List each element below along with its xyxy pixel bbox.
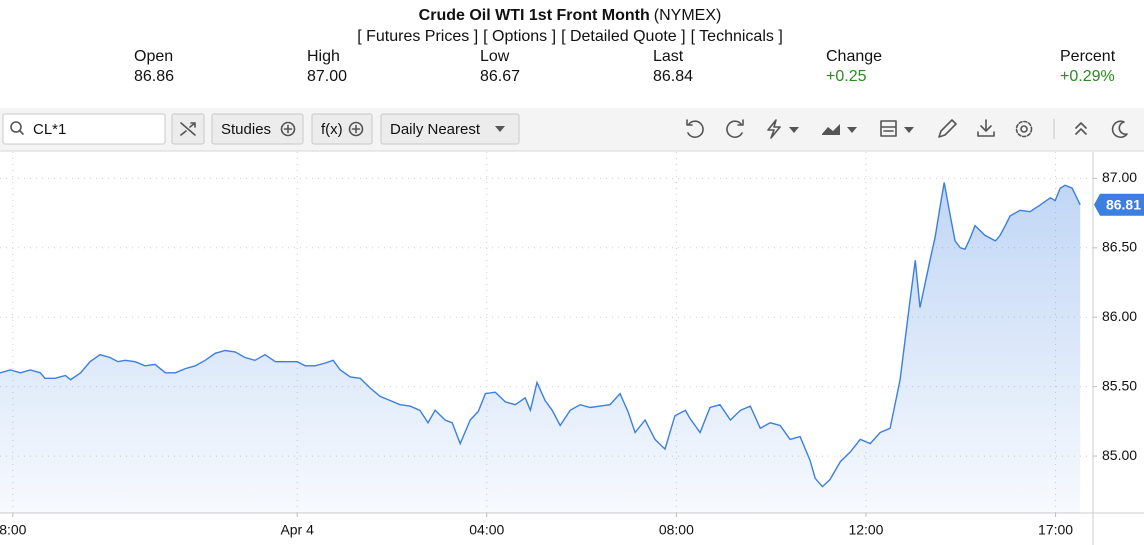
link-row: [ Futures Prices ] [ Options ] [ Detailed … xyxy=(357,28,783,45)
draw-button[interactable] xyxy=(938,119,957,138)
search-icon xyxy=(10,121,22,133)
y-tick-label: 85.50 xyxy=(1102,377,1137,393)
nav-link[interactable]: [ Futures Prices ] xyxy=(357,28,478,45)
period-text: Daily Nearest xyxy=(390,121,481,138)
shuffle-icon xyxy=(180,122,196,136)
nav-link[interactable]: [ Options ] xyxy=(483,28,556,45)
events-button[interactable] xyxy=(767,119,781,139)
quote-label: High xyxy=(307,48,340,65)
y-tick-label: 87.00 xyxy=(1102,169,1137,185)
exchange: (NYMEX) xyxy=(654,7,722,24)
undo-button[interactable] xyxy=(686,119,704,139)
quote-value: 86.67 xyxy=(480,68,520,85)
plus-icon-cross xyxy=(351,124,361,134)
quote-value: 87.00 xyxy=(307,68,347,85)
function-text: f(x) xyxy=(321,121,343,138)
download-button[interactable] xyxy=(977,119,995,137)
settings-gear xyxy=(1015,120,1033,138)
quote-value: 86.84 xyxy=(653,68,693,85)
settings-button[interactable] xyxy=(1020,125,1028,133)
quote-value: 86.86 xyxy=(134,68,174,85)
quote-value: +0.25 xyxy=(826,68,867,85)
caret xyxy=(495,126,505,132)
symbol-text: CL*1 xyxy=(33,121,66,138)
quote-value: +0.29% xyxy=(1060,68,1115,85)
chart-type-button[interactable] xyxy=(822,124,840,135)
quote-label: Change xyxy=(826,48,882,65)
caret xyxy=(847,127,857,133)
x-tick-label: 8:00 xyxy=(0,522,27,538)
area-fill xyxy=(0,182,1081,513)
y-tick-label: 85.00 xyxy=(1102,447,1137,463)
redo-button[interactable] xyxy=(726,119,744,139)
x-tick-label: 12:00 xyxy=(848,522,883,538)
title: Crude Oil WTI 1st Front Month (NYMEX) xyxy=(419,7,722,24)
nav-link[interactable]: [ Technicals ] xyxy=(691,28,783,45)
quote-label: Percent xyxy=(1060,48,1116,65)
plus-icon xyxy=(280,121,296,137)
caret xyxy=(904,127,914,133)
last-price-label: 86.81 xyxy=(1106,196,1141,212)
x-tick-label: 17:00 xyxy=(1038,522,1073,538)
period-select[interactable] xyxy=(380,113,520,145)
layout-button[interactable] xyxy=(880,120,897,137)
collapse-button[interactable] xyxy=(1075,122,1087,135)
function-button[interactable] xyxy=(311,113,373,145)
search-icon-handle xyxy=(19,130,24,135)
quote-label: Low xyxy=(480,48,510,65)
plus-icon xyxy=(348,121,364,137)
quote-label: Last xyxy=(653,48,684,65)
title-text: Crude Oil WTI 1st Front Month xyxy=(419,7,650,24)
last-price-badge xyxy=(1094,193,1144,216)
quote-table: Open 86.86 High 87.00 Low 86.67 Last 86.84 Chang… xyxy=(134,48,1116,85)
price-line xyxy=(0,182,1081,488)
quote-label: Open xyxy=(134,48,173,65)
theme-button[interactable] xyxy=(1111,120,1128,139)
y-tick-label: 86.50 xyxy=(1102,239,1137,255)
x-tick-label: 04:00 xyxy=(469,522,504,538)
caret xyxy=(789,127,799,133)
x-tick-label: 08:00 xyxy=(659,522,694,538)
nav-link[interactable]: [ Detailed Quote ] xyxy=(561,28,686,45)
links: [ Futures Prices ] [ Options ] [ Detailed … xyxy=(357,28,783,45)
y-tick-label: 86.00 xyxy=(1102,308,1137,324)
plus-icon-cross xyxy=(283,124,293,134)
x-tick-label: Apr 4 xyxy=(280,522,314,538)
symbol-input[interactable] xyxy=(2,113,166,145)
studies-button[interactable] xyxy=(211,113,304,145)
chart: 85.00 85.50 86.00 86.50 87.00 8:00 Apr 4 04:00 0… xyxy=(0,152,1144,545)
studies-text: Studies xyxy=(221,121,271,138)
